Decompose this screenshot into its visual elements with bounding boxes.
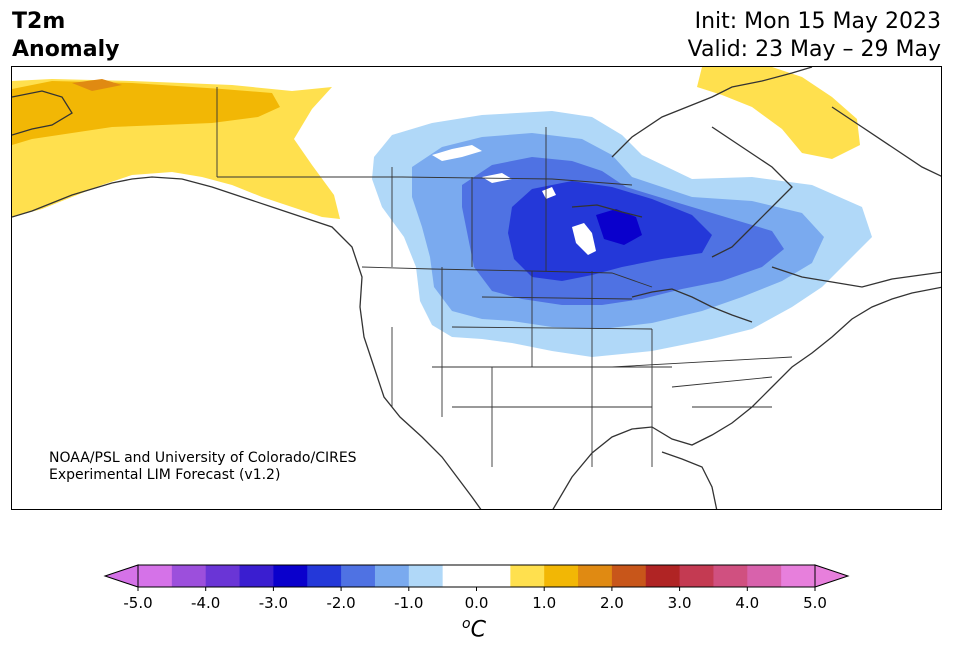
colorbar-cell	[611, 565, 647, 587]
date-info: Init: Mon 15 May 2023 Valid: 23 May – 29…	[688, 8, 941, 64]
init-date: Init: Mon 15 May 2023	[694, 9, 941, 34]
colorbar-cell	[645, 565, 681, 587]
colorbar-extend-high	[814, 564, 850, 588]
lake-white	[542, 187, 556, 199]
colorbar-cell	[510, 565, 545, 587]
colorbar-cell	[273, 565, 308, 587]
colorbar-cell	[239, 565, 274, 587]
units-symbol: C	[470, 617, 486, 643]
colorbar-tick-label: -5.0	[123, 594, 152, 612]
colorbar-units: oC	[462, 616, 486, 642]
variable-title: T2m	[12, 9, 66, 34]
anomaly-map	[12, 67, 941, 509]
colorbar-cell	[476, 565, 511, 587]
colorbar-cell	[544, 565, 579, 587]
colorbar-cell	[781, 565, 816, 587]
colorbar-cell	[171, 565, 207, 587]
map-panel	[11, 66, 942, 510]
colorbar-tick-label: 2.0	[600, 594, 624, 612]
colorbar-extend-low	[103, 564, 139, 588]
colorbar-cell	[205, 565, 241, 587]
credit-line-2: Experimental LIM Forecast (v1.2)	[49, 467, 281, 483]
warm-anomaly-alaska-core	[72, 79, 122, 91]
credit-text: NOAA/PSL and University of Colorado/CIRE…	[49, 450, 357, 484]
colorbar-cell	[578, 565, 613, 587]
colorbar: -5.0 -4.0 -3.0 -2.0 -1.0 0.0 1.0 2.0 3.0 4.0 5.0	[103, 564, 850, 612]
warm-anomaly-alaska-inner	[12, 81, 280, 145]
valid-date-range: Valid: 23 May – 29 May	[687, 37, 941, 62]
colorbar-cell	[374, 565, 410, 587]
lake-white	[432, 145, 482, 161]
colorbar-cell	[138, 565, 173, 587]
colorbar-tick-label: -3.0	[259, 594, 288, 612]
colorbar-tick-label: -2.0	[326, 594, 355, 612]
colorbar-cells	[103, 564, 850, 588]
colorbar-cell	[713, 565, 748, 587]
colorbar-tick-label: 3.0	[668, 594, 692, 612]
units-superscript: o	[462, 616, 471, 632]
colorbar-cell	[341, 565, 376, 587]
colorbar-tick-label: 4.0	[735, 594, 759, 612]
colorbar-cell	[442, 565, 477, 587]
lake-white	[572, 223, 596, 255]
colorbar-tick-label: -4.0	[191, 594, 220, 612]
colorbar-tick-label: 1.0	[532, 594, 556, 612]
colorbar-tick-label: 0.0	[465, 594, 489, 612]
colorbar-cell	[679, 565, 714, 587]
credit-line-1: NOAA/PSL and University of Colorado/CIRE…	[49, 450, 357, 466]
colorbar-cell	[307, 565, 342, 587]
colorbar-cell	[747, 565, 782, 587]
political-borders	[216, 87, 793, 467]
coastlines	[12, 67, 941, 509]
cold-anomaly-level-5	[596, 209, 642, 245]
colorbar-cell	[408, 565, 444, 587]
warm-anomaly-greenland	[697, 67, 860, 159]
anomaly-subtitle: Anomaly	[12, 37, 120, 62]
colorbar-tick-label: 5.0	[803, 594, 827, 612]
map-title: T2m Anomaly	[12, 8, 119, 64]
colorbar-tick-label: -1.0	[394, 594, 423, 612]
colorbar-ticks: -5.0 -4.0 -3.0 -2.0 -1.0 0.0 1.0 2.0 3.0 4.0 5.0	[123, 587, 827, 612]
